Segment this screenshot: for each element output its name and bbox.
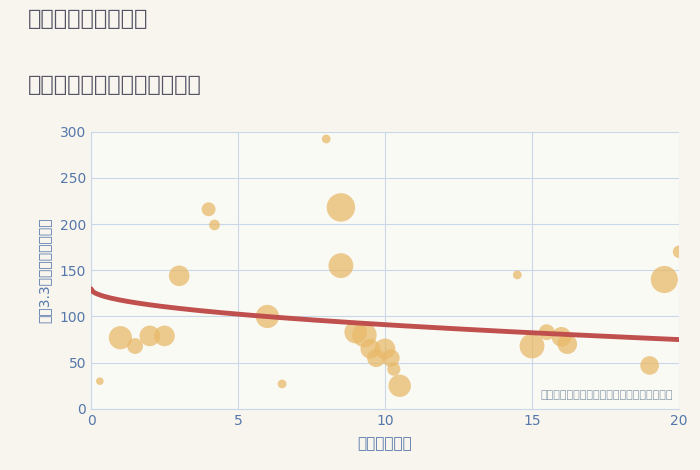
Point [335, 204, 346, 211]
Point [541, 329, 552, 336]
Point [144, 332, 155, 340]
Point [561, 340, 573, 348]
Point [644, 362, 655, 369]
Point [526, 342, 538, 350]
Point [359, 331, 370, 339]
Text: 駅距離別中古マンション価格: 駅距離別中古マンション価格 [28, 75, 202, 95]
Text: 福岡県朝倉市菱野の: 福岡県朝倉市菱野の [28, 9, 148, 30]
Point [159, 332, 170, 340]
Point [335, 262, 346, 269]
Point [379, 345, 391, 352]
Point [115, 334, 126, 342]
Point [370, 354, 382, 362]
Point [659, 276, 670, 283]
Point [350, 329, 361, 336]
Point [512, 271, 523, 279]
Text: 円の大きさは、取引のあった物件面積を示す: 円の大きさは、取引のあった物件面積を示す [540, 390, 673, 400]
X-axis label: 駅距離（分）: 駅距離（分） [358, 436, 412, 451]
Point [365, 345, 376, 352]
Y-axis label: 坪（3.3㎡）単価（万円）: 坪（3.3㎡）単価（万円） [37, 218, 51, 323]
Point [385, 354, 396, 362]
Point [209, 221, 220, 229]
Point [94, 377, 106, 385]
Point [276, 380, 288, 388]
Point [262, 313, 273, 320]
Point [673, 248, 685, 256]
Point [174, 272, 185, 280]
Point [130, 342, 141, 350]
Point [394, 382, 405, 390]
Point [203, 205, 214, 213]
Point [321, 135, 332, 143]
Point [389, 365, 400, 373]
Point [556, 333, 567, 341]
